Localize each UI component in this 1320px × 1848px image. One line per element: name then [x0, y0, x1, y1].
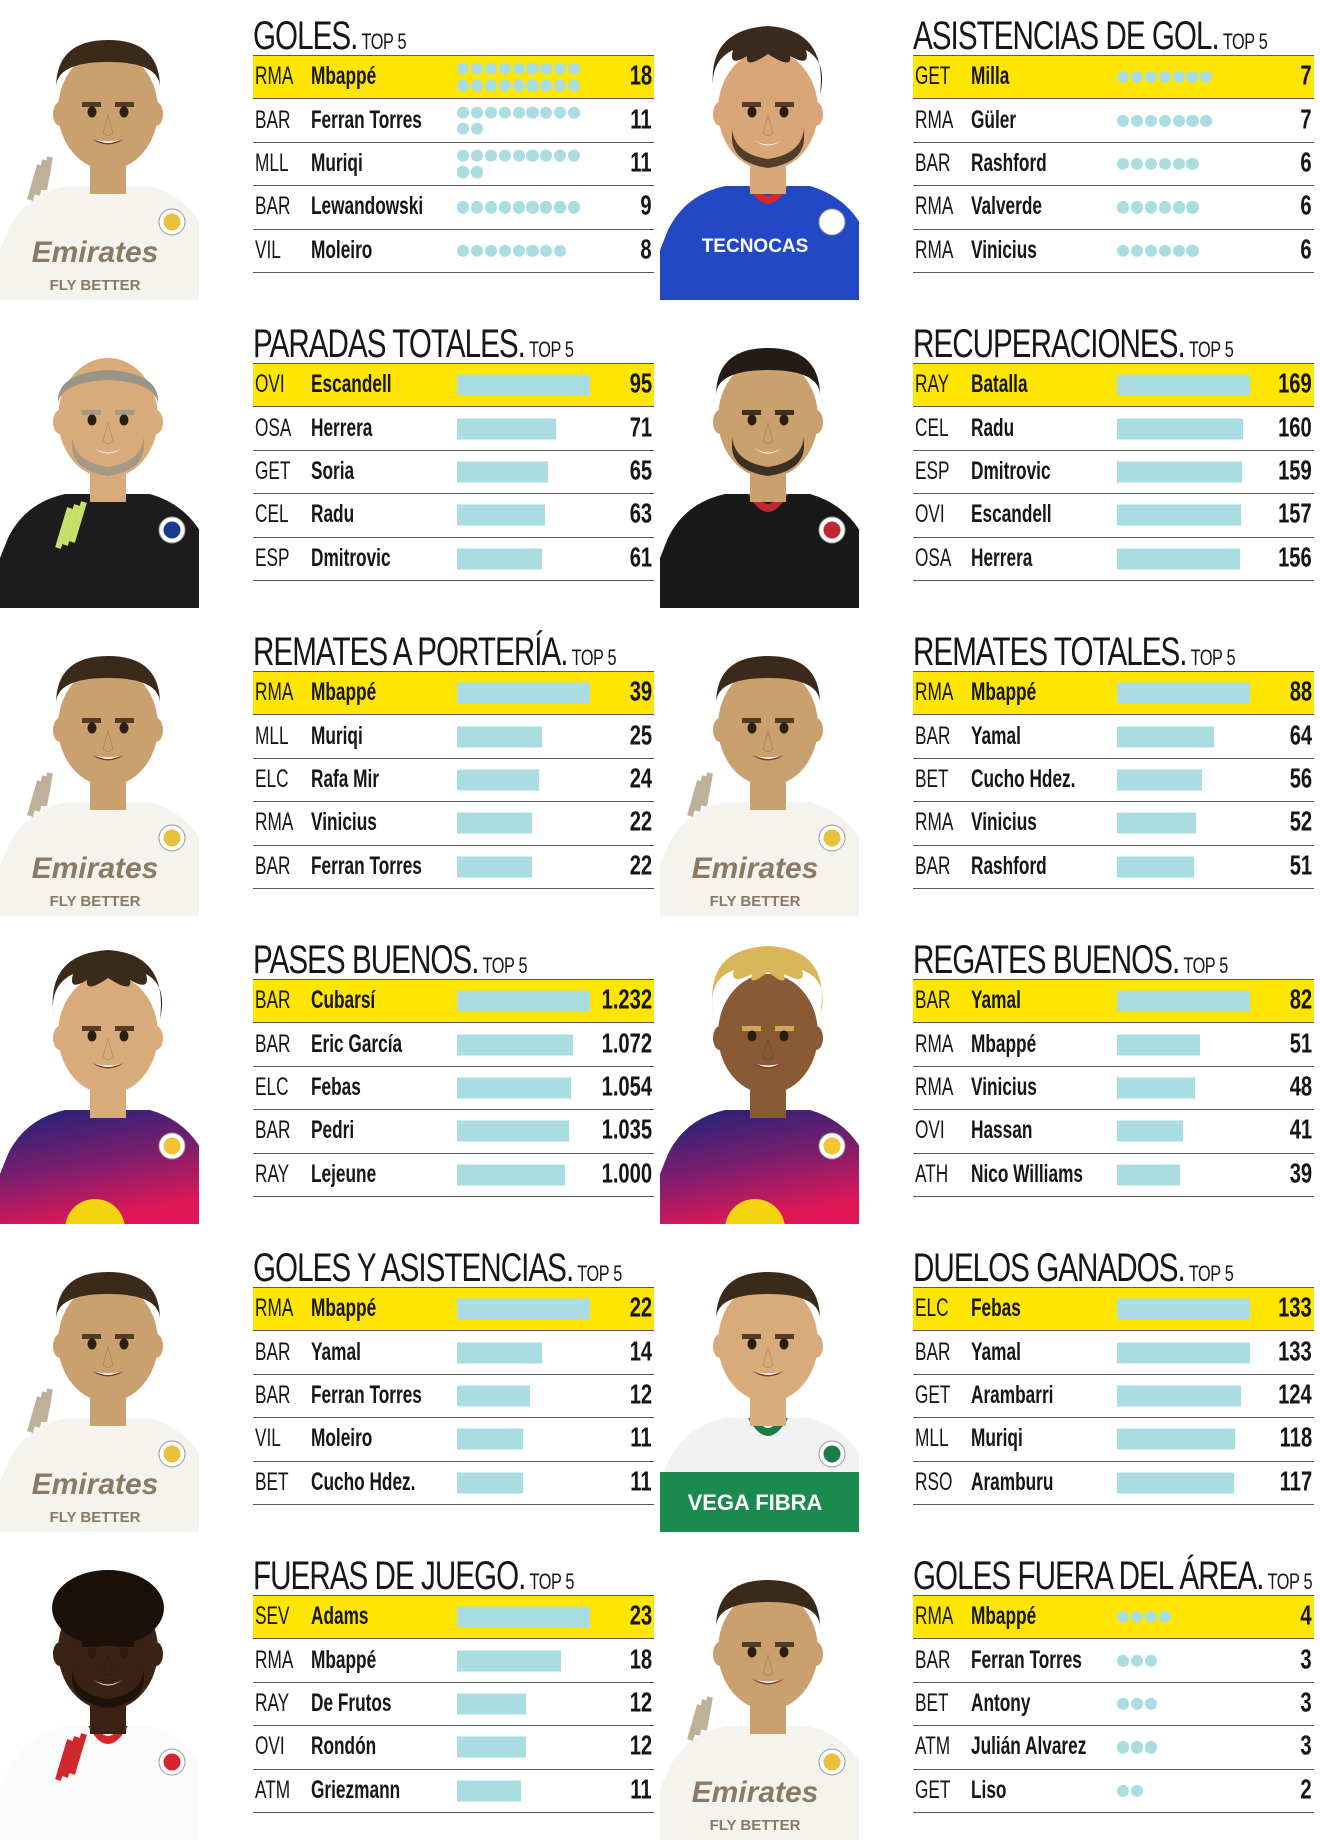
svg-text:Emirates: Emirates — [32, 236, 159, 269]
svg-text:Emirates: Emirates — [32, 1468, 159, 1501]
svg-text:VEGA FIBRA: VEGA FIBRA — [688, 1490, 823, 1515]
svg-text:Emirates: Emirates — [32, 852, 159, 885]
svg-text:TECNOCAS: TECNOCAS — [702, 236, 809, 257]
svg-text:FLY BETTER: FLY BETTER — [50, 1509, 141, 1526]
svg-text:FLY BETTER: FLY BETTER — [50, 893, 141, 910]
svg-text:Emirates: Emirates — [692, 852, 819, 885]
svg-text:FLY BETTER: FLY BETTER — [50, 277, 141, 294]
svg-text:FLY BETTER: FLY BETTER — [710, 893, 801, 910]
svg-text:FLY BETTER: FLY BETTER — [710, 1817, 801, 1834]
svg-text:Emirates: Emirates — [692, 1776, 819, 1809]
